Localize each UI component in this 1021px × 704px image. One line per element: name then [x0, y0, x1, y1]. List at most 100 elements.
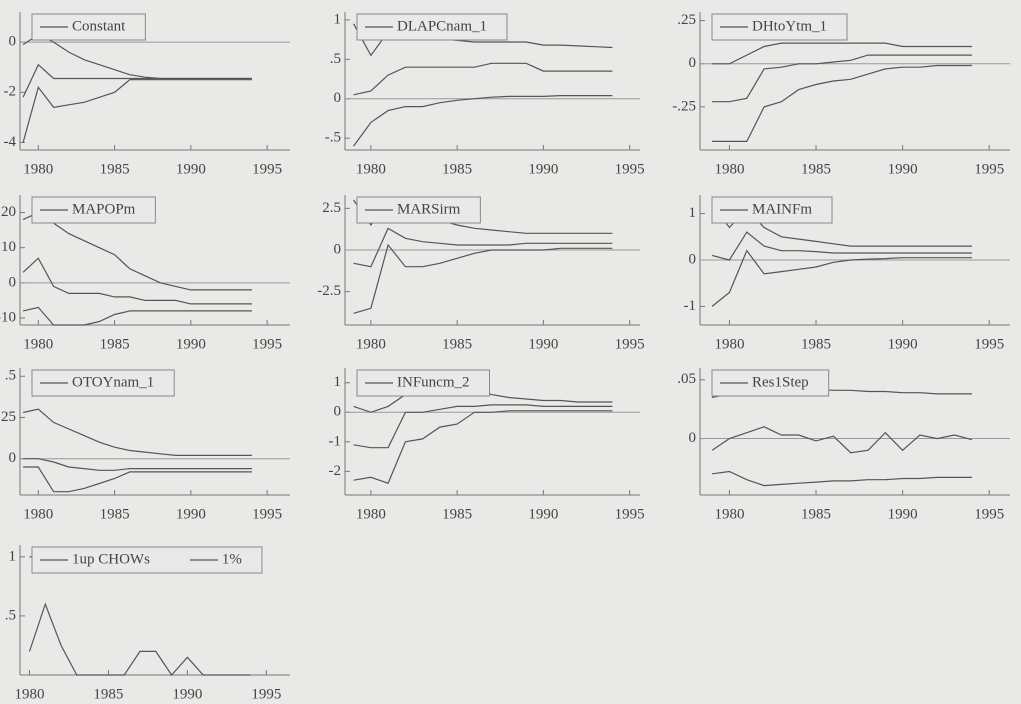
x-tick-label: 1990: [176, 161, 206, 177]
x-tick-label: 1995: [252, 336, 282, 352]
series-line: [712, 42, 972, 65]
legend-label: DHtoYtm_1: [752, 18, 827, 34]
x-tick-label: 1980: [14, 686, 44, 702]
legend-label: MAPOPm: [72, 201, 136, 217]
series-line: [712, 470, 972, 487]
series-line: [712, 64, 972, 142]
x-tick-label: 1985: [442, 506, 472, 522]
legend-label: 1%: [222, 551, 242, 567]
x-tick-label: 1995: [615, 506, 645, 522]
x-tick-label: 1985: [100, 336, 130, 352]
y-tick-label: 0: [9, 274, 17, 290]
series-line: [22, 257, 252, 305]
series-line: [353, 243, 613, 314]
series-line: [353, 227, 613, 268]
x-tick-label: 1980: [23, 336, 53, 352]
x-tick-label: 1985: [442, 161, 472, 177]
series-line: [712, 54, 972, 103]
legend-label: 1up CHOWs: [72, 551, 150, 567]
series-line: [353, 62, 613, 96]
x-tick-label: 1990: [528, 336, 558, 352]
y-tick-label: -.25: [672, 98, 696, 114]
series-line: [353, 410, 613, 484]
x-tick-label: 1985: [100, 506, 130, 522]
x-tick-label: 1995: [615, 161, 645, 177]
y-tick-label: 0: [9, 450, 17, 466]
x-tick-label: 1980: [714, 161, 744, 177]
y-tick-label: 20: [1, 204, 16, 220]
y-tick-label: -2: [329, 463, 342, 479]
x-tick-label: 1990: [888, 336, 918, 352]
x-tick-label: 1980: [714, 506, 744, 522]
y-tick-label: 0: [9, 34, 17, 50]
series-line: [23, 466, 252, 493]
x-tick-label: 1990: [176, 336, 206, 352]
legend-box: [356, 13, 508, 41]
x-tick-label: 1990: [528, 506, 558, 522]
y-tick-label: 1: [334, 374, 342, 390]
y-tick-label: 1: [689, 205, 697, 221]
legend-label: MARSirm: [397, 201, 461, 217]
x-tick-label: 1985: [100, 161, 130, 177]
x-tick-label: 1995: [974, 506, 1004, 522]
y-tick-label: -.5: [325, 130, 341, 146]
legend-label: OTOYnam_1: [72, 374, 154, 390]
x-tick-label: 1980: [356, 161, 386, 177]
x-tick-label: 1990: [888, 161, 918, 177]
y-tick-label: 1: [9, 548, 17, 564]
y-tick-label: .25: [0, 409, 16, 425]
legend-label: Constant: [72, 18, 126, 34]
y-tick-label: -4: [4, 134, 17, 150]
x-tick-label: 1985: [442, 336, 472, 352]
x-tick-label: 1985: [801, 336, 831, 352]
series-line: [22, 33, 252, 80]
y-tick-label: -2.5: [317, 283, 341, 299]
x-tick-label: 1990: [172, 686, 202, 702]
series-line: [28, 602, 251, 676]
y-tick-label: 0: [689, 55, 697, 71]
x-tick-label: 1995: [974, 161, 1004, 177]
series-line: [353, 94, 613, 147]
y-tick-label: -2: [4, 84, 17, 100]
y-tick-label: -1: [329, 433, 342, 449]
y-tick-label: 0: [334, 404, 342, 420]
x-tick-label: 1995: [615, 336, 645, 352]
y-tick-label: 2.5: [322, 200, 341, 216]
legend-box: [31, 13, 146, 41]
x-tick-label: 1985: [93, 686, 123, 702]
y-tick-label: -10: [0, 309, 16, 325]
y-tick-label: .25: [677, 12, 696, 28]
x-tick-label: 1990: [528, 161, 558, 177]
y-tick-label: 0: [334, 90, 342, 106]
y-tick-label: .5: [330, 51, 341, 67]
x-tick-label: 1990: [888, 506, 918, 522]
series-line: [23, 458, 252, 471]
x-tick-label: 1980: [714, 336, 744, 352]
series-line: [22, 211, 252, 291]
x-tick-label: 1985: [801, 161, 831, 177]
y-tick-label: 10: [1, 239, 16, 255]
x-tick-label: 1995: [252, 161, 282, 177]
y-tick-label: .5: [5, 368, 16, 384]
series-line: [353, 404, 613, 449]
legend-label: MAINFm: [752, 201, 812, 217]
legend-label: DLAPCnam_1: [397, 18, 487, 34]
legend-label: INFuncm_2: [397, 374, 470, 390]
x-tick-label: 1980: [356, 336, 386, 352]
x-tick-label: 1980: [356, 506, 386, 522]
x-tick-label: 1980: [23, 506, 53, 522]
y-tick-label: .5: [5, 607, 16, 623]
series-line: [22, 408, 252, 456]
legend-label: Res1Step: [752, 374, 809, 390]
legend-box: [711, 13, 848, 41]
series-line: [711, 249, 972, 307]
x-tick-label: 1980: [23, 161, 53, 177]
series-line: [711, 426, 973, 454]
y-tick-label: -1: [684, 298, 697, 314]
x-tick-label: 1990: [176, 506, 206, 522]
y-tick-label: 0: [334, 241, 342, 257]
y-tick-label: .05: [677, 371, 696, 387]
y-tick-label: 0: [689, 251, 697, 267]
x-tick-label: 1995: [251, 686, 281, 702]
